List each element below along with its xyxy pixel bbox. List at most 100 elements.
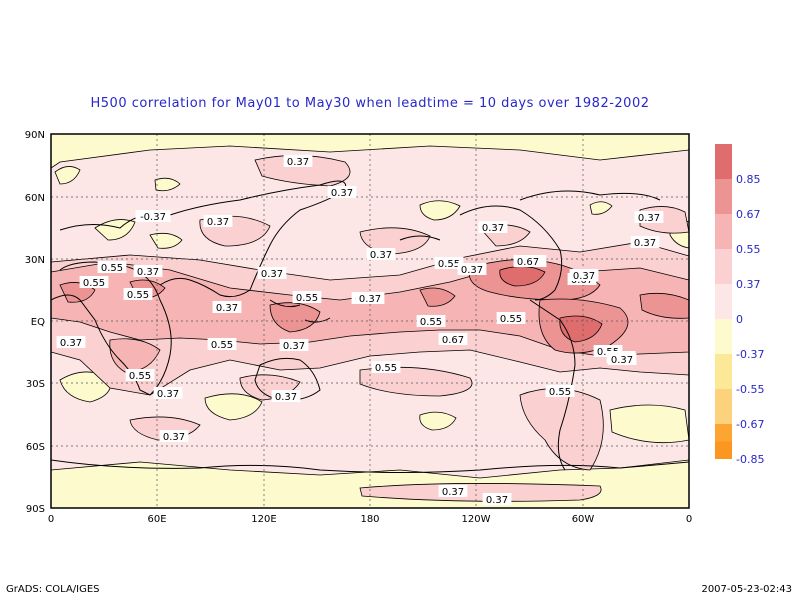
lon-tick-label: 60W	[572, 514, 595, 525]
colorbar-segment	[715, 179, 732, 214]
contour-label: 0.55	[127, 290, 149, 301]
contour-label: 0.37	[359, 294, 381, 305]
contour-label-bg	[212, 301, 242, 313]
colorbar-label: -0.85	[736, 453, 764, 466]
contour-label-bg	[153, 387, 183, 399]
contour-label-bg	[496, 312, 526, 324]
colorbar-label: 0.85	[736, 173, 761, 186]
contour-label-bg	[634, 211, 664, 223]
contour-label-bg	[97, 261, 127, 273]
contour-label-bg	[203, 215, 233, 227]
contour-label-bg	[271, 390, 301, 402]
contour-label: 0.37	[287, 157, 309, 168]
contour-label: 0.37	[634, 238, 656, 249]
lat-tick-label: 60N	[25, 193, 45, 204]
contour-label: 0.37	[157, 389, 179, 400]
contour-label-bg	[79, 276, 109, 288]
contour-label: 0.37	[573, 271, 595, 282]
lon-tick-label: 120W	[462, 514, 491, 525]
contour-label: 0.37	[60, 338, 82, 349]
contour-label-bg	[457, 263, 487, 275]
plot-frame	[50, 133, 690, 509]
contour-label-bg	[438, 485, 468, 497]
contour-label-bg	[438, 333, 468, 345]
contour-label: -0.37	[140, 212, 166, 223]
lon-tick-label: 60E	[147, 514, 166, 525]
colorbar-segment	[715, 424, 732, 442]
lat-tick-label: 90N	[25, 130, 45, 141]
lon-tick-label: 120E	[251, 514, 276, 525]
colorbar-label: -0.55	[736, 383, 764, 396]
contour-label: 0.37	[275, 392, 297, 403]
contour-label-bg	[434, 257, 464, 269]
colorbar-segment	[715, 441, 732, 459]
lat-tick-label: EQ	[31, 317, 45, 328]
lon-tick-label: 0	[686, 514, 692, 525]
contour-label-bg	[56, 336, 86, 348]
contour-label: 0.37	[482, 223, 504, 234]
lat-tick-label: 30N	[25, 255, 45, 266]
latitude-labels: 90N 60N 30N EQ 30S 60S 90S	[25, 130, 45, 515]
longitude-labels: 0 60E 120E 180 120W 60W 0	[48, 514, 692, 525]
contour-label-bg	[279, 339, 309, 351]
colorbar-segment	[715, 249, 732, 284]
contour-label-bg	[125, 369, 155, 381]
contour-label: 0.37	[638, 213, 660, 224]
contour-label-bg	[135, 210, 171, 222]
contour-label-bg	[257, 267, 287, 279]
contour-label: 0.37	[163, 432, 185, 443]
contour-label-bg	[545, 385, 575, 397]
colorbar-segment	[715, 319, 732, 354]
contour-label: 0.55	[83, 278, 105, 289]
plot-title: H500 correlation for May01 to May30 when…	[90, 96, 650, 111]
colorbar-label: 0.55	[736, 243, 761, 256]
contour-label-bg	[482, 493, 512, 505]
lon-tick-label: 0	[48, 514, 54, 525]
contour-label: 0.37	[442, 487, 464, 498]
lat-tick-label: 60S	[26, 442, 45, 453]
contour-label-bg	[207, 338, 237, 350]
contour-label: 0.55	[129, 371, 151, 382]
contour-label: 0.37	[461, 265, 483, 276]
contour-label-bg	[283, 155, 313, 167]
contour-label: 0.37	[486, 495, 508, 506]
colorbar-label: -0.67	[736, 418, 764, 431]
contour-label: 0.67	[517, 257, 539, 268]
contour-label-bg	[159, 430, 189, 442]
contour-label-bg	[123, 288, 153, 300]
contour-label: 0.37	[137, 267, 159, 278]
colorbar-label: 0.37	[736, 278, 761, 291]
contour-label: 0.55	[296, 293, 318, 304]
contour-label: 0.55	[211, 340, 233, 351]
contour-labels: 0.370.37-0.37 0.370.370.370.370.370.55 0.3…	[56, 155, 664, 506]
contour-label-bg	[513, 255, 543, 267]
contour-label-bg	[133, 265, 163, 277]
contour-label: 0.37	[207, 217, 229, 228]
colorbar-label: -0.37	[736, 348, 764, 361]
contour-label: 0.55	[438, 259, 460, 270]
contour-label-bg	[292, 291, 322, 303]
lat-tick-label: 30S	[26, 379, 45, 390]
lat-tick-label: 90S	[26, 504, 45, 515]
footer-credit: GrADS: COLA/IGES	[6, 584, 100, 595]
contour-label-bg	[630, 236, 660, 248]
contour-label: 0.55	[500, 314, 522, 325]
contour-label: 0.37	[331, 188, 353, 199]
contour-label: 0.37	[370, 250, 392, 261]
grid-lines	[51, 134, 689, 508]
contour-label-bg	[355, 292, 385, 304]
contour-label-bg	[371, 361, 401, 373]
contour-label: 0.37	[216, 303, 238, 314]
contour-label-bg	[366, 248, 396, 260]
footer-timestamp: 2007-05-23-02:43	[701, 584, 792, 595]
contour-label-bg	[569, 269, 599, 281]
contour-label: 0.55	[420, 317, 442, 328]
contour-label: 0.37	[283, 341, 305, 352]
contour-label: 0.55	[549, 387, 571, 398]
contour-label: 0.37	[261, 269, 283, 280]
contour-label-bg	[478, 221, 508, 233]
contour-label-bg	[327, 186, 357, 198]
colorbar-segment	[715, 144, 732, 179]
colorbar-segment	[715, 284, 732, 319]
